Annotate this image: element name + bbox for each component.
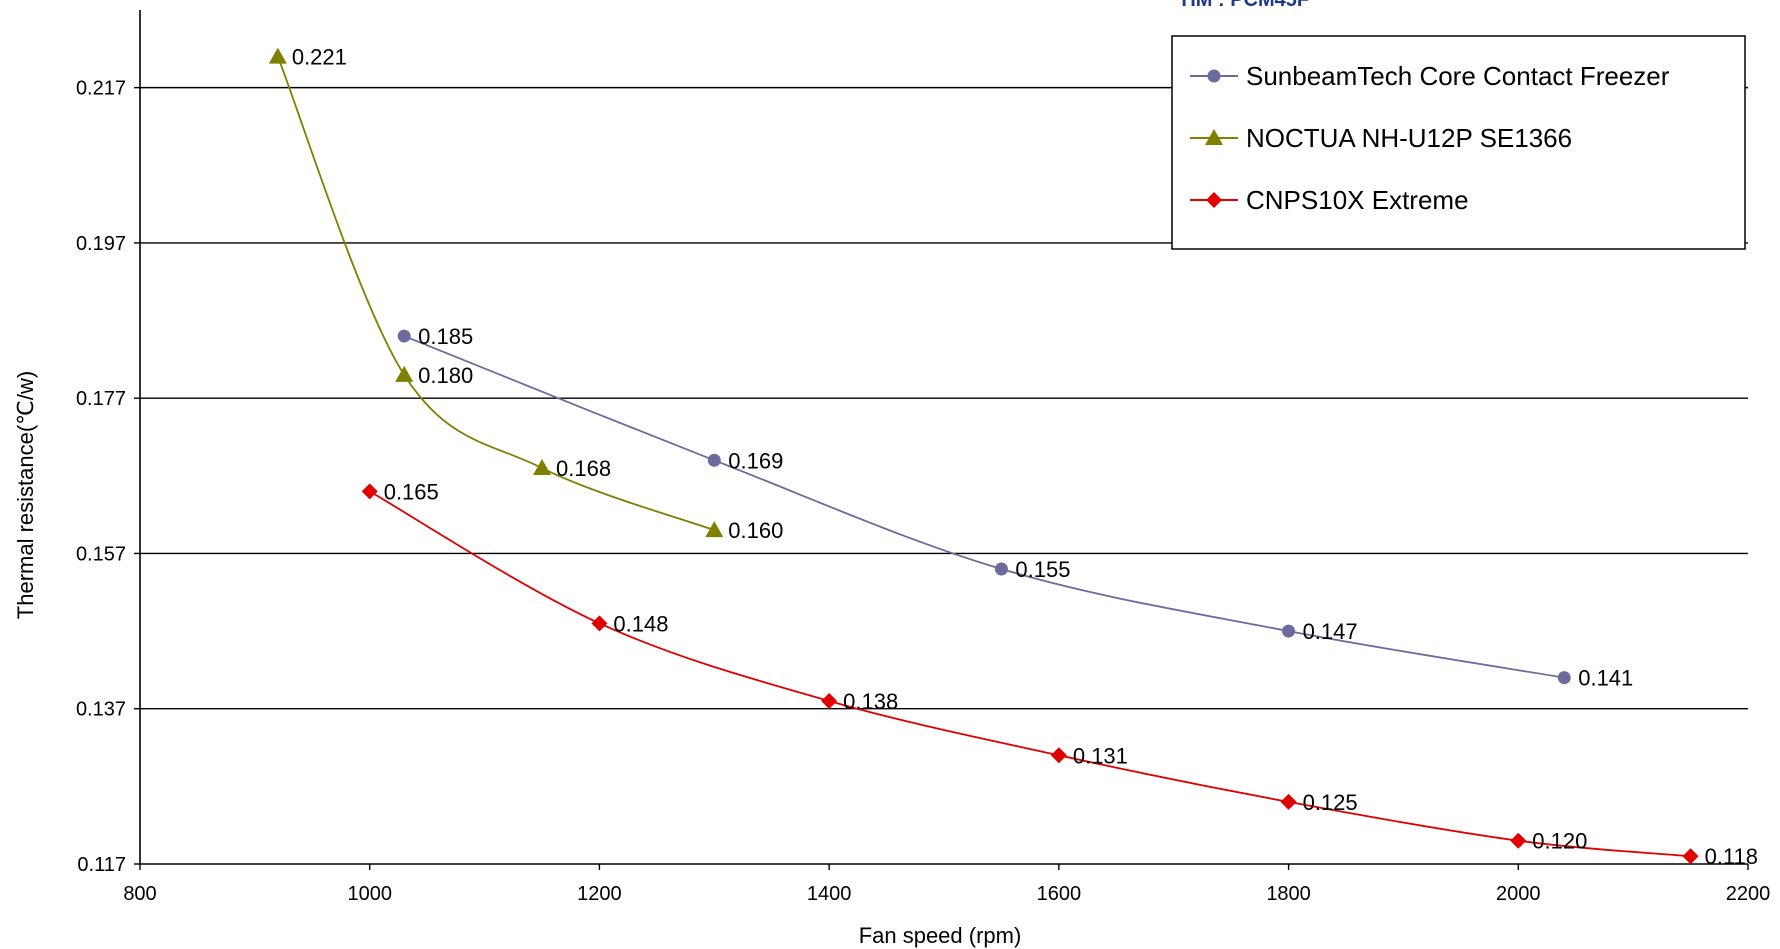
series-line — [403, 335, 1565, 679]
legend-marker — [1206, 192, 1222, 208]
series-triangle: 0.221 0.180 0.168 0.160 — [268, 45, 783, 543]
series-circle: 0.185 0.169 0.155 0.147 0.141 — [397, 324, 1633, 691]
legend: SunbeamTech Core Contact Freezer NOCTUA N… — [1171, 35, 1746, 250]
data-point — [1682, 848, 1699, 865]
data-label: 0.125 — [1303, 790, 1358, 815]
data-point — [1557, 671, 1571, 685]
x-axis-ticks: 800 1000 1200 1400 1600 1800 2000 2200 — [123, 864, 1770, 905]
y-tick-label: 0.137 — [76, 699, 126, 721]
axes — [139, 10, 1748, 865]
legend-entry: NOCTUA NH-U12P SE1366 — [1190, 123, 1572, 153]
data-point — [705, 521, 724, 538]
legend-entry: SunbeamTech Core Contact Freezer — [1190, 61, 1670, 91]
data-label: 0.165 — [384, 479, 439, 504]
data-point — [1282, 624, 1296, 638]
data-point — [707, 453, 721, 467]
legend-box — [1171, 35, 1746, 250]
data-point — [361, 483, 378, 500]
data-label: 0.131 — [1073, 743, 1128, 768]
data-point — [1510, 832, 1527, 849]
x-tick-label: 1200 — [577, 883, 622, 905]
data-point — [994, 562, 1008, 576]
data-point — [591, 615, 608, 632]
data-label: 0.138 — [843, 689, 898, 714]
series-group: 0.185 0.169 0.155 0.147 0.141 0.221 0.180 0.168… — [268, 45, 1758, 869]
y-axis-label: Thermal resistance(℃/w) — [13, 371, 38, 619]
tim-note: TIM : PCM45F — [1178, 0, 1309, 11]
y-axis-ticks: 0.117 0.137 0.157 0.177 0.197 0.217 — [76, 78, 140, 876]
data-point — [1280, 793, 1297, 810]
legend-label: NOCTUA NH-U12P SE1366 — [1246, 123, 1572, 153]
legend-label: SunbeamTech Core Contact Freezer — [1246, 61, 1670, 91]
data-point — [533, 459, 551, 476]
y-tick-label: 0.157 — [76, 543, 126, 565]
series-line — [276, 56, 715, 532]
data-label: 0.141 — [1578, 666, 1633, 691]
data-point — [268, 47, 287, 64]
y-tick-label: 0.217 — [76, 78, 126, 100]
data-label: 0.155 — [1015, 557, 1070, 582]
y-tick-label: 0.117 — [77, 854, 126, 876]
x-tick-label: 2200 — [1726, 883, 1771, 905]
x-tick-label: 1400 — [807, 883, 852, 905]
data-point — [821, 692, 838, 709]
data-label: 0.147 — [1303, 619, 1358, 644]
data-label: 0.120 — [1532, 829, 1587, 854]
data-label: 0.185 — [418, 324, 473, 349]
data-label: 0.148 — [613, 611, 668, 636]
legend-marker — [1205, 129, 1223, 145]
data-label: 0.221 — [292, 45, 347, 70]
y-tick-label: 0.177 — [76, 388, 126, 410]
x-tick-label: 1800 — [1266, 883, 1311, 905]
data-point — [395, 365, 414, 382]
data-label: 0.168 — [556, 456, 611, 481]
x-axis-label: Fan speed (rpm) — [859, 923, 1022, 948]
x-tick-label: 1000 — [347, 883, 392, 905]
x-tick-label: 800 — [123, 883, 156, 905]
series-diamond: 0.165 0.148 0.138 0.131 0.125 0.120 0.118 — [361, 479, 1758, 869]
data-label: 0.160 — [728, 518, 783, 543]
legend-marker — [1207, 69, 1221, 83]
series-line — [369, 490, 1691, 858]
data-label: 0.180 — [418, 363, 473, 388]
data-label: 0.118 — [1705, 844, 1758, 869]
data-point — [1050, 747, 1067, 764]
y-tick-label: 0.197 — [76, 233, 126, 255]
x-tick-label: 1600 — [1037, 883, 1082, 905]
legend-label: CNPS10X Extreme — [1246, 185, 1469, 215]
x-tick-label: 2000 — [1496, 883, 1541, 905]
legend-entry: CNPS10X Extreme — [1190, 185, 1469, 215]
data-label: 0.169 — [728, 448, 783, 473]
data-point — [397, 329, 411, 343]
